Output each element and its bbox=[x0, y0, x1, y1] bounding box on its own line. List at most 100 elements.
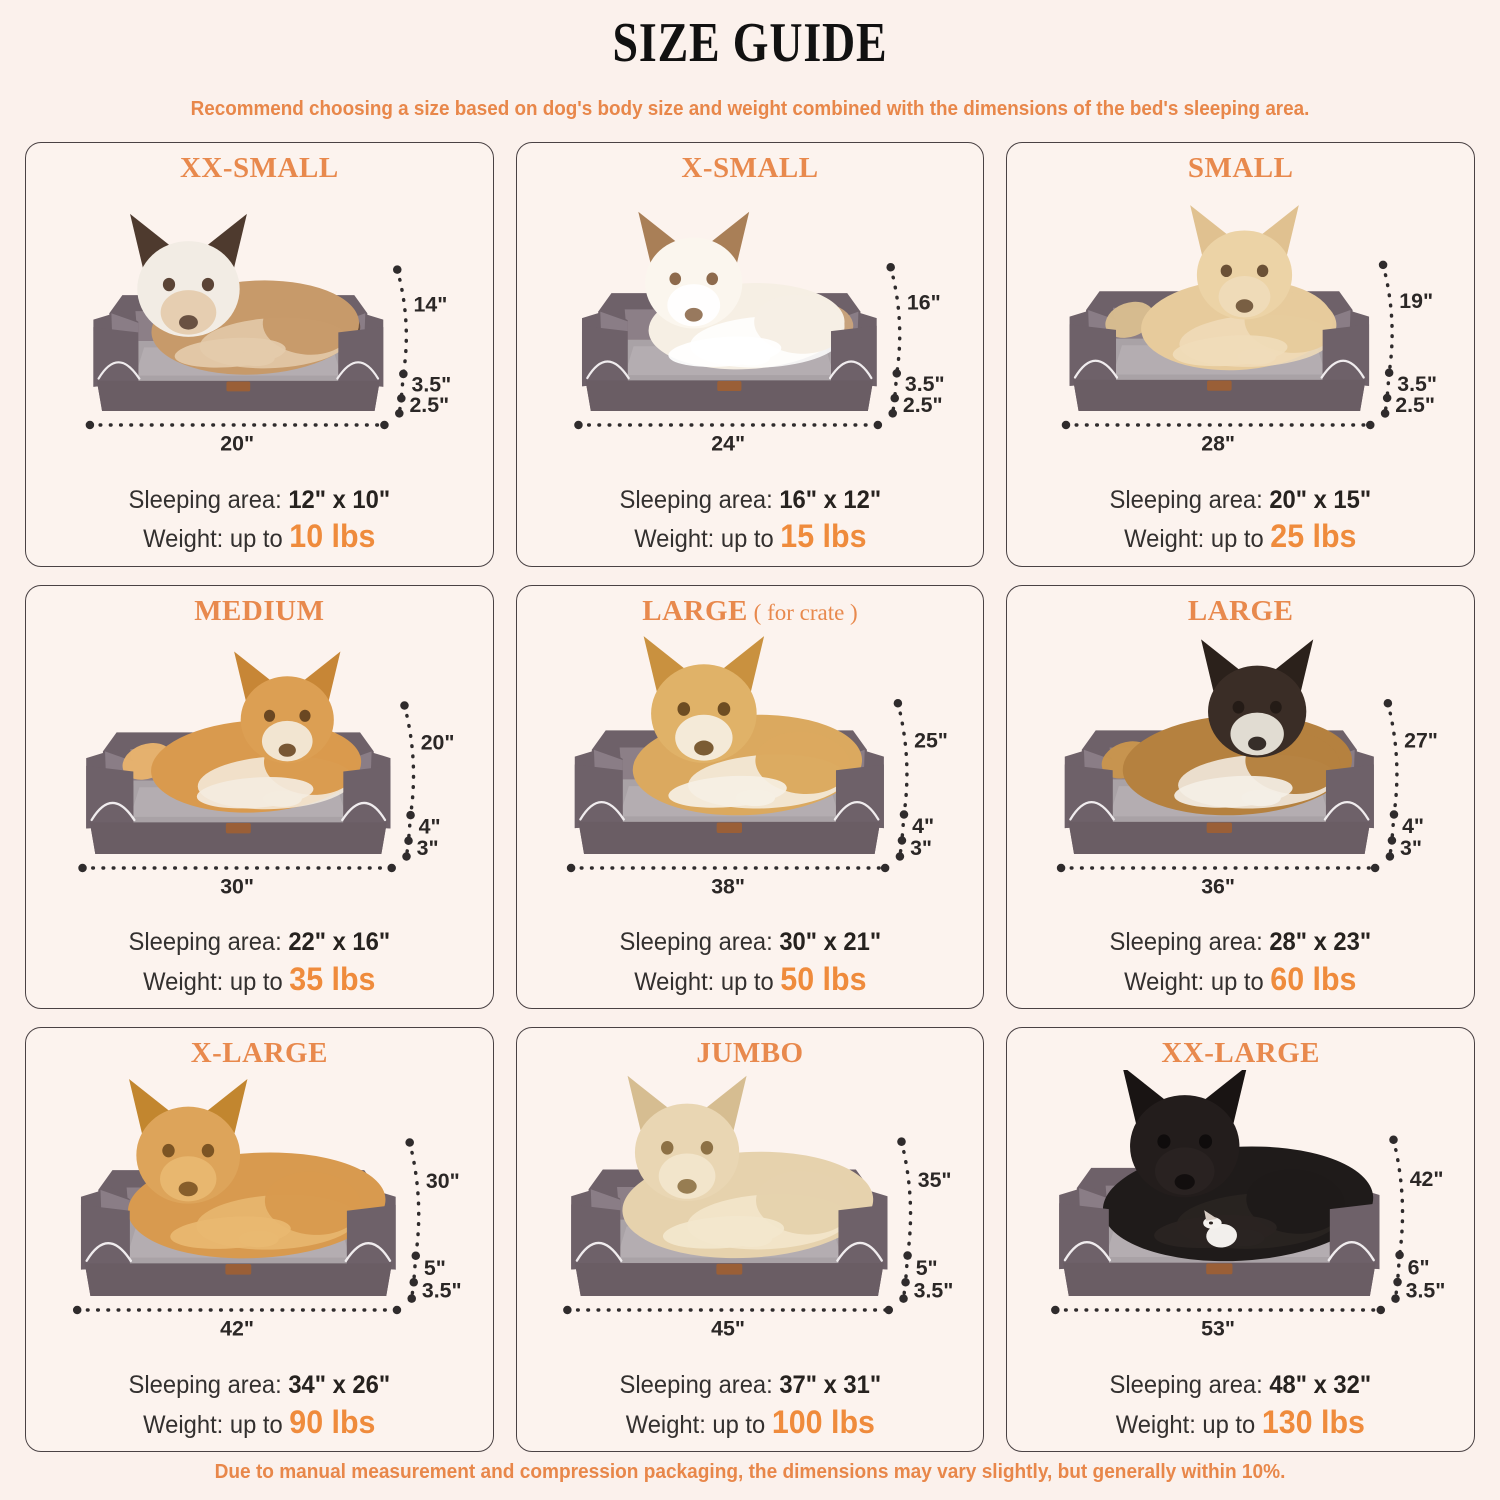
sleeping-area-value: 22" x 16" bbox=[288, 928, 391, 957]
size-name: XX-SMALL bbox=[179, 151, 339, 184]
sleeping-area-value: 28" x 23" bbox=[1269, 928, 1372, 957]
size-name: SMALL bbox=[1187, 151, 1294, 184]
weight-value: 100 lbs bbox=[771, 1403, 875, 1440]
bed-diagram-svg: 27" 4"3" 36" bbox=[1057, 638, 1438, 898]
bed-illustration: 30" 5" 3.5" 42" bbox=[26, 1070, 493, 1370]
size-card[interactable]: JUMBO 35" 5" 3.5" 45" Sleeping area: 37" x 31… bbox=[515, 1027, 985, 1452]
dim-height-label: 27" bbox=[1404, 728, 1438, 752]
bed-diagram-svg: 20" 4"3" 30" bbox=[78, 650, 455, 898]
sleeping-area-line: Sleeping area: 12" x 10" bbox=[38, 485, 481, 517]
weight-label: Weight: up to bbox=[633, 967, 780, 996]
size-name: JUMBO bbox=[696, 1037, 804, 1070]
size-name: LARGE bbox=[642, 594, 748, 627]
size-card[interactable]: SMALL 19" 3.5" 2.5" 28" Sleeping area: 20" x … bbox=[1006, 141, 1475, 567]
weight-value: 130 lbs bbox=[1262, 1403, 1366, 1440]
size-card-specs: Sleeping area: 20" x 15" Weight: up to 25… bbox=[1007, 485, 1474, 566]
size-card-title: XX-LARGE bbox=[1161, 1037, 1320, 1070]
weight-value: 25 lbs bbox=[1270, 518, 1357, 555]
sleeping-area-value: 34" x 26" bbox=[288, 1371, 391, 1400]
sleeping-area-line: Sleeping area: 22" x 16" bbox=[38, 927, 481, 959]
size-name: LARGE bbox=[1187, 594, 1294, 627]
size-card[interactable]: LARGE 27" 4" 3" 36" Sleeping area: 28" x 23" W… bbox=[1006, 584, 1475, 1010]
weight-line: Weight: up to 35 lbs bbox=[38, 959, 481, 999]
dim-base-label: 2.5" bbox=[1396, 393, 1436, 417]
sleeping-area-value: 16" x 12" bbox=[778, 485, 881, 514]
dim-width-label: 38" bbox=[711, 874, 745, 898]
sleeping-area-label: Sleeping area: bbox=[619, 485, 779, 514]
sleeping-area-value: 48" x 32" bbox=[1269, 1371, 1372, 1400]
weight-label: Weight: up to bbox=[625, 1410, 772, 1439]
dim-width-label: 36" bbox=[1202, 874, 1236, 898]
size-card-grid: XX-SMALL 14" 3.5" 2.5" 20" Sleeping area: 12"… bbox=[25, 141, 1475, 1452]
weight-line: Weight: up to 90 lbs bbox=[38, 1402, 481, 1442]
bed-illustration: 42" 6" 3.5" 53" bbox=[1007, 1070, 1474, 1370]
size-card[interactable]: LARGE ( for crate ) 25" 4" 3" 38" Sleeping ar… bbox=[515, 584, 985, 1010]
size-card-specs: Sleeping area: 37" x 31" Weight: up to 10… bbox=[517, 1370, 984, 1451]
weight-label: Weight: up to bbox=[1116, 1410, 1263, 1439]
size-card-title: MEDIUM bbox=[194, 595, 324, 628]
dim-base-label: 3" bbox=[417, 836, 439, 860]
bed-illustration: 27" 4" 3" 36" bbox=[1007, 628, 1474, 928]
size-card-title: LARGE bbox=[1188, 595, 1294, 628]
size-card-title: JUMBO bbox=[696, 1037, 803, 1070]
dim-height-label: 30" bbox=[426, 1169, 460, 1193]
dim-mid-label: 3.5" bbox=[905, 372, 945, 396]
bed-diagram-svg: 14" 3.5"2.5" 20" bbox=[85, 213, 451, 455]
sleeping-area-label: Sleeping area: bbox=[128, 1371, 289, 1400]
dim-height-label: 35" bbox=[917, 1169, 951, 1193]
size-card-specs: Sleeping area: 12" x 10" Weight: up to 10… bbox=[26, 485, 493, 566]
weight-value: 90 lbs bbox=[289, 1403, 376, 1440]
size-card[interactable]: XX-LARGE 42" 6" 3.5" 53" Sleeping area: 48" x… bbox=[1006, 1027, 1475, 1452]
dim-height-label: 20" bbox=[421, 730, 455, 754]
dim-width-label: 28" bbox=[1202, 431, 1236, 455]
dim-width-label: 45" bbox=[711, 1317, 745, 1341]
dim-height-label: 19" bbox=[1400, 289, 1434, 313]
dim-mid-label: 4" bbox=[912, 814, 934, 838]
weight-value: 50 lbs bbox=[779, 960, 867, 997]
dim-mid-label: 3.5" bbox=[1398, 372, 1438, 396]
sleeping-area-value: 12" x 10" bbox=[288, 485, 391, 514]
size-card[interactable]: MEDIUM 20" 4" 3" 30" Sleeping area: 22" x 16"… bbox=[25, 584, 494, 1010]
sleeping-area-label: Sleeping area: bbox=[128, 928, 289, 957]
size-card[interactable]: X-LARGE 30" 5" 3.5" 42" Sleeping area: 34" x … bbox=[25, 1027, 494, 1452]
weight-label: Weight: up to bbox=[143, 525, 290, 554]
sleeping-area-label: Sleeping area: bbox=[1109, 1371, 1270, 1400]
size-name: X-SMALL bbox=[681, 151, 819, 184]
bed-diagram-svg: 35" 5"3.5" 45" bbox=[562, 1076, 953, 1341]
size-name: XX-LARGE bbox=[1161, 1037, 1320, 1070]
weight-value: 60 lbs bbox=[1270, 960, 1357, 997]
bed-diagram-svg: 16" 3.5"2.5" 24" bbox=[573, 211, 945, 455]
dim-height-label: 14" bbox=[414, 292, 448, 316]
size-card-specs: Sleeping area: 28" x 23" Weight: up to 60… bbox=[1007, 927, 1474, 1008]
weight-line: Weight: up to 10 lbs bbox=[38, 516, 481, 556]
dim-base-label: 3.5" bbox=[1406, 1279, 1446, 1303]
weight-label: Weight: up to bbox=[633, 525, 780, 554]
dim-base-label: 3.5" bbox=[913, 1279, 953, 1303]
size-card[interactable]: XX-SMALL 14" 3.5" 2.5" 20" Sleeping area: 12"… bbox=[25, 141, 494, 567]
size-card-title: X-LARGE bbox=[191, 1037, 328, 1070]
sleeping-area-line: Sleeping area: 34" x 26" bbox=[38, 1370, 481, 1402]
dim-base-label: 3.5" bbox=[422, 1279, 462, 1303]
weight-line: Weight: up to 50 lbs bbox=[528, 959, 971, 999]
size-card-title: SMALL bbox=[1188, 152, 1294, 185]
size-card-specs: Sleeping area: 34" x 26" Weight: up to 90… bbox=[26, 1370, 493, 1451]
sleeping-area-label: Sleeping area: bbox=[1109, 928, 1270, 957]
dim-mid-label: 6" bbox=[1408, 1256, 1430, 1280]
sleeping-area-label: Sleeping area: bbox=[619, 1371, 779, 1400]
weight-line: Weight: up to 60 lbs bbox=[1019, 959, 1462, 999]
dim-base-label: 3" bbox=[910, 836, 932, 860]
size-card[interactable]: X-SMALL 16" 3.5" 2.5" 24" Sleeping area: 16" … bbox=[515, 141, 985, 567]
dim-height-label: 25" bbox=[914, 728, 948, 752]
weight-label: Weight: up to bbox=[143, 967, 290, 996]
weight-line: Weight: up to 15 lbs bbox=[528, 516, 971, 556]
bed-illustration: 25" 4" 3" 38" bbox=[517, 628, 984, 928]
footer-disclaimer: Due to manual measurement and compressio… bbox=[214, 1460, 1286, 1483]
sleeping-area-line: Sleeping area: 30" x 21" bbox=[528, 927, 971, 959]
size-name-suffix: ( for crate ) bbox=[747, 599, 858, 625]
weight-line: Weight: up to 100 lbs bbox=[528, 1402, 971, 1442]
weight-value: 15 lbs bbox=[779, 518, 867, 555]
sleeping-area-value: 20" x 15" bbox=[1269, 485, 1372, 514]
sleeping-area-label: Sleeping area: bbox=[128, 485, 289, 514]
dim-width-label: 42" bbox=[220, 1317, 254, 1341]
sleeping-area-line: Sleeping area: 20" x 15" bbox=[1019, 485, 1462, 517]
